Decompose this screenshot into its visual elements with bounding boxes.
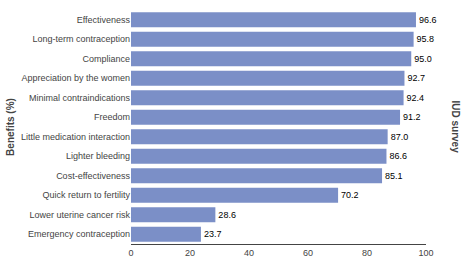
svg-text:70.2: 70.2 [341, 190, 359, 200]
svg-text:Freedom: Freedom [94, 112, 130, 122]
svg-text:87.0: 87.0 [391, 132, 409, 142]
svg-text:Benefits (%): Benefits (%) [5, 98, 16, 156]
svg-text:Compliance: Compliance [82, 54, 130, 64]
svg-text:85.1: 85.1 [385, 171, 403, 181]
svg-text:Long-term contraception: Long-term contraception [32, 34, 130, 44]
svg-text:Emergency contraception: Emergency contraception [28, 229, 130, 239]
svg-text:92.7: 92.7 [407, 73, 425, 83]
svg-text:Minimal contraindications: Minimal contraindications [29, 93, 131, 103]
svg-text:80: 80 [362, 248, 372, 258]
svg-text:23.7: 23.7 [204, 229, 222, 239]
svg-text:IUD survey: IUD survey [450, 101, 461, 154]
svg-text:40: 40 [244, 248, 254, 258]
svg-text:20: 20 [185, 248, 195, 258]
svg-text:Cost-effectiveness: Cost-effectiveness [56, 171, 130, 181]
svg-text:95.0: 95.0 [414, 54, 432, 64]
svg-text:Little medication interaction: Little medication interaction [21, 132, 130, 142]
svg-text:Quick return to fertility: Quick return to fertility [42, 190, 130, 200]
svg-text:Lower uterine cancer risk: Lower uterine cancer risk [29, 210, 130, 220]
svg-text:95.8: 95.8 [417, 34, 435, 44]
svg-text:28.6: 28.6 [218, 210, 236, 220]
svg-text:96.6: 96.6 [419, 15, 437, 25]
svg-text:86.6: 86.6 [389, 151, 407, 161]
svg-text:91.2: 91.2 [403, 112, 421, 122]
svg-text:92.4: 92.4 [407, 93, 425, 103]
svg-text:Appreciation by the women: Appreciation by the women [21, 73, 130, 83]
svg-text:Effectiveness: Effectiveness [77, 15, 131, 25]
svg-text:60: 60 [303, 248, 313, 258]
svg-text:100: 100 [418, 248, 433, 258]
svg-text:0: 0 [128, 248, 133, 258]
svg-text:Lighter bleeding: Lighter bleeding [66, 151, 130, 161]
